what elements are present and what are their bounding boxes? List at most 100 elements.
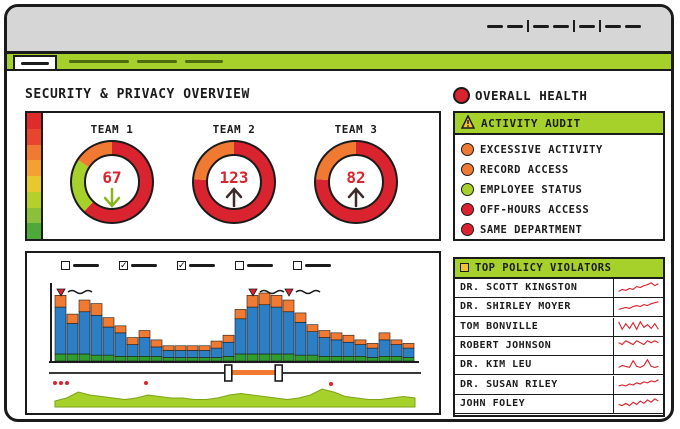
chart-bar <box>102 354 115 362</box>
top-violators-panel: TOP POLICY VIOLATORS DR. SCOTT KINGSTON D… <box>453 257 665 417</box>
chart-bar <box>318 330 331 338</box>
chart-bar <box>138 356 151 362</box>
violator-name: DR. SCOTT KINGSTON <box>460 282 578 293</box>
nav-item[interactable] <box>185 60 223 63</box>
chart-bar <box>282 353 295 362</box>
overview-alert-dot <box>144 381 148 385</box>
activity-audit-header: ACTIVITY AUDIT <box>455 113 663 135</box>
violator-row[interactable]: ROBERT JOHNSON <box>455 336 663 356</box>
activity-chart-panel: ✓ ✓ <box>25 251 441 415</box>
chart-bar <box>54 306 67 355</box>
chart-bar <box>66 313 79 324</box>
violator-sparkline <box>613 336 659 355</box>
audit-item[interactable]: EXCESSIVE ACTIVITY <box>461 143 603 156</box>
warning-icon <box>460 114 476 134</box>
violator-sparkline <box>613 394 659 413</box>
chart-bar <box>150 339 163 348</box>
violator-row[interactable]: TOM BONVILLE <box>455 317 663 337</box>
audit-item[interactable]: EMPLOYEE STATUS <box>461 183 582 196</box>
teams-panel: TEAM 1 67 TEAM 2 123 TEAM 3 82 <box>25 111 441 241</box>
violator-name: ROBERT JOHNSON <box>460 339 552 351</box>
sparkline-path <box>618 320 659 331</box>
chart-bar <box>378 332 391 341</box>
chart-bar <box>306 354 319 362</box>
minimize-control[interactable] <box>487 24 503 28</box>
app-window: SECURITY & PRIVACY OVERVIEW OVERALL HEAL… <box>4 4 674 422</box>
chart-bar <box>174 345 187 351</box>
legend-scribble <box>189 264 215 267</box>
chart-bar <box>270 306 283 355</box>
overview-alert-dot <box>329 382 333 386</box>
chart-bar <box>354 344 367 357</box>
nav-item[interactable] <box>69 60 129 63</box>
team-score: 67 <box>102 168 121 187</box>
violator-name: DR. SHIRLEY MOYER <box>460 301 571 313</box>
checked-checkbox-icon[interactable]: ✓ <box>119 260 128 270</box>
marker-note-scribble <box>259 289 285 295</box>
close-control[interactable] <box>605 24 621 28</box>
checkbox-icon[interactable] <box>293 261 302 270</box>
violator-row[interactable]: DR. KIM LEU <box>455 356 663 376</box>
sparkline-path <box>618 358 659 369</box>
sparkline-path <box>618 301 659 311</box>
legend-toggle[interactable]: ✓ <box>177 261 215 270</box>
chart-bar <box>306 331 319 356</box>
team-label: TEAM 3 <box>334 123 378 136</box>
legend-toggle[interactable] <box>61 261 99 270</box>
range-selection <box>227 370 279 375</box>
range-handle-right[interactable] <box>274 364 283 382</box>
checkbox-icon <box>460 263 469 272</box>
team-gauge[interactable]: 123 <box>191 139 277 225</box>
chart-bar <box>294 322 307 356</box>
chart-bar <box>402 343 415 349</box>
team-score: 123 <box>220 168 249 187</box>
restore-control[interactable] <box>579 24 595 28</box>
chart-bar <box>270 353 283 362</box>
audit-item-label: SAME DEPARTMENT <box>480 223 583 236</box>
chart-bar <box>378 339 391 357</box>
team-gauge[interactable]: 82 <box>313 139 399 225</box>
violator-row[interactable]: JOHN FOLEY <box>455 394 663 414</box>
violator-row[interactable]: DR. SUSAN RILEY <box>455 375 663 395</box>
chart-bar <box>222 334 235 343</box>
chart-bar <box>78 299 91 313</box>
gauge-outline <box>192 140 276 224</box>
chart-bar <box>162 350 175 358</box>
nav-tab-active[interactable] <box>13 55 57 69</box>
team-gauge[interactable]: 67 <box>69 139 155 225</box>
audit-item[interactable]: RECORD ACCESS <box>461 163 569 176</box>
checkbox-icon[interactable] <box>235 261 244 270</box>
violator-row[interactable]: DR. SHIRLEY MOYER <box>455 298 663 318</box>
alert-marker-icon <box>248 288 258 297</box>
gauge-outline <box>328 154 384 210</box>
overview-alert-dot <box>53 381 57 385</box>
chart-bar <box>66 323 79 355</box>
chart-bar <box>258 353 271 362</box>
gauge-segment <box>71 141 153 223</box>
checkbox-icon[interactable] <box>61 261 70 270</box>
chart-bar <box>126 337 139 345</box>
chart-bar <box>210 357 223 362</box>
maximize-control[interactable] <box>533 24 549 28</box>
chart-bar <box>234 318 247 355</box>
legend-toggle[interactable] <box>235 261 273 270</box>
violator-name: TOM BONVILLE <box>460 320 539 332</box>
range-handle-left[interactable] <box>224 364 233 382</box>
marker-note-scribble <box>295 289 321 295</box>
legend-scribble <box>131 264 157 267</box>
violator-sparkline <box>613 375 659 394</box>
chart-bar <box>138 337 151 357</box>
gauge-outline <box>206 154 262 210</box>
violator-sparkline <box>613 317 659 336</box>
chart-bar <box>282 311 295 355</box>
legend-toggle[interactable] <box>293 261 331 270</box>
chart-bar <box>270 295 283 308</box>
checked-checkbox-icon[interactable]: ✓ <box>177 260 186 270</box>
chart-bar <box>390 356 403 362</box>
chart-bar <box>186 357 199 362</box>
legend-toggle[interactable]: ✓ <box>119 261 157 270</box>
nav-item[interactable] <box>137 60 177 63</box>
audit-item[interactable]: SAME DEPARTMENT <box>461 223 582 236</box>
violator-row[interactable]: DR. SCOTT KINGSTON <box>455 279 663 298</box>
audit-item[interactable]: OFF-HOURS ACCESS <box>461 203 589 216</box>
